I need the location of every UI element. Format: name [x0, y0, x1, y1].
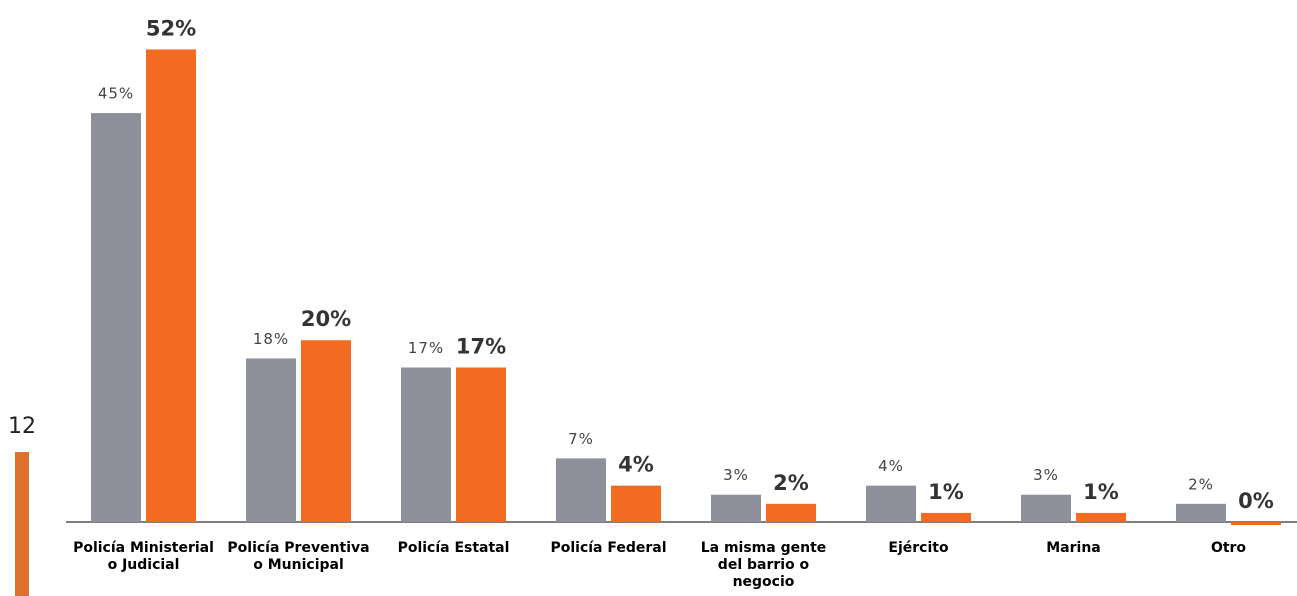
x-tick-label: Otro — [1210, 540, 1247, 556]
x-tick-label: Policía Ministerial o Judicial — [73, 540, 214, 573]
x-tick-label: Ejército — [888, 540, 949, 556]
x-tick-label: Policía Preventiva o Municipal — [227, 540, 370, 573]
data-label: 4% — [878, 457, 904, 475]
data-label: 45% — [98, 85, 134, 103]
data-label: 4% — [618, 453, 654, 477]
bar — [1021, 494, 1071, 522]
bar — [711, 494, 761, 522]
bar — [91, 113, 141, 522]
data-label: 1% — [928, 480, 964, 504]
x-tick-label: Policía Federal — [550, 540, 667, 556]
data-label: 1% — [1083, 480, 1119, 504]
data-label: 2% — [773, 471, 809, 495]
bar — [1076, 512, 1126, 522]
data-label: 18% — [253, 330, 289, 348]
data-label: 17% — [456, 335, 506, 359]
bar — [1231, 522, 1281, 526]
bar — [556, 458, 606, 522]
bar — [1176, 503, 1226, 522]
x-tick-label: La misma gente del barrio o negocio — [700, 540, 827, 590]
x-tick-label: Policía Estatal — [397, 540, 510, 556]
bar — [401, 367, 451, 522]
bar — [611, 485, 661, 522]
data-label: 3% — [1033, 466, 1059, 484]
x-tick-label: Marina — [1046, 540, 1101, 556]
data-label: 0% — [1238, 489, 1274, 513]
bar — [246, 358, 296, 522]
bar — [146, 49, 196, 522]
bar — [921, 512, 971, 522]
data-label: 20% — [301, 307, 351, 331]
page-number: 12 — [8, 414, 36, 439]
bar — [766, 503, 816, 522]
decor-bar — [15, 452, 29, 596]
data-label: 3% — [723, 466, 749, 484]
bar — [301, 340, 351, 522]
data-label: 2% — [1188, 475, 1214, 493]
data-label: 52% — [146, 16, 196, 40]
bar — [866, 485, 916, 522]
data-label: 7% — [568, 430, 594, 448]
data-label: 17% — [408, 339, 444, 357]
bar — [456, 367, 506, 522]
